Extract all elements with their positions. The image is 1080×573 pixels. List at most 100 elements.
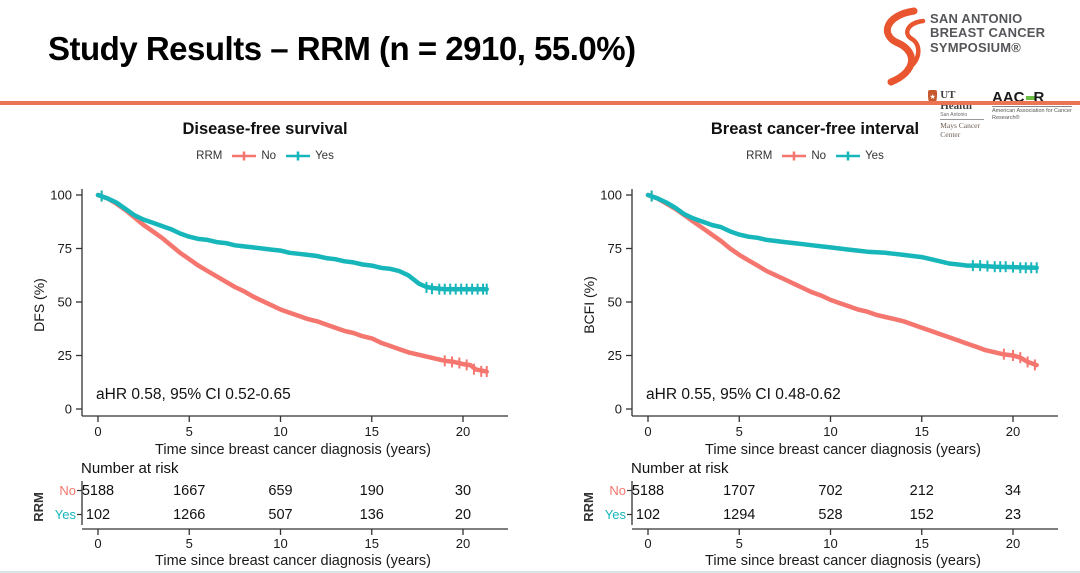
svg-text:50: 50 [608, 295, 622, 310]
org-line1: SAN ANTONIO [930, 11, 1023, 26]
slide-footer-line [0, 571, 1080, 573]
svg-text:5: 5 [736, 536, 743, 551]
ut-health-sub: San Antonio [940, 112, 984, 120]
svg-text:0: 0 [94, 424, 101, 439]
svg-text:0: 0 [94, 536, 101, 551]
bcfi-panel: Breast cancer-free interval RRM No Yes 0… [580, 118, 1080, 573]
svg-text:15: 15 [915, 536, 929, 551]
svg-text:DFS (%): DFS (%) [31, 278, 47, 332]
chart-title-dfs: Disease-free survival [182, 120, 348, 138]
svg-text:Yes: Yes [605, 507, 627, 522]
aacr-dash-icon [1025, 95, 1035, 100]
legend-label-no: No [811, 150, 827, 162]
svg-text:aHR 0.58, 95% CI 0.52-0.65: aHR 0.58, 95% CI 0.52-0.65 [96, 386, 291, 403]
svg-text:30: 30 [455, 483, 471, 499]
mays-cancer-center: Mays Cancer Center [940, 121, 981, 139]
svg-text:RRM: RRM [31, 492, 46, 522]
svg-text:10: 10 [273, 536, 287, 551]
svg-text:15: 15 [365, 536, 379, 551]
dfs-panel: Disease-free survival RRM No Yes 0 25 50 75… [30, 118, 540, 573]
svg-text:50: 50 [58, 295, 72, 310]
chart-title-bcfi: Breast cancer-free interval [710, 120, 920, 138]
svg-text:212: 212 [910, 483, 934, 499]
svg-text:702: 702 [818, 483, 842, 499]
svg-text:Number at risk: Number at risk [631, 460, 729, 477]
svg-text:RRM: RRM [581, 492, 596, 522]
legend-item-no: No [781, 150, 826, 162]
svg-text:0: 0 [644, 424, 651, 439]
svg-text:20: 20 [1006, 424, 1020, 439]
svg-text:15: 15 [365, 424, 379, 439]
aacr-subtitle: American Association for Cancer Research… [992, 108, 1072, 121]
svg-text:5188: 5188 [82, 483, 114, 499]
legend-label-no: No [261, 150, 277, 162]
svg-text:Time since breast cancer diagn: Time since breast cancer diagnosis (year… [155, 553, 431, 569]
line-marker-icon [836, 151, 861, 161]
svg-text:20: 20 [456, 536, 470, 551]
svg-text:5: 5 [736, 424, 743, 439]
svg-text:Yes: Yes [55, 507, 77, 522]
svg-text:5: 5 [186, 424, 193, 439]
title-divider [0, 101, 1080, 105]
ribbon-icon [883, 7, 926, 86]
svg-text:1667: 1667 [173, 483, 205, 499]
ut-health-logo: ★ UT Health San Antonio Mays Cancer Cent… [928, 90, 984, 139]
svg-text:528: 528 [818, 507, 842, 523]
legend-label-yes: Yes [315, 150, 334, 162]
svg-text:No: No [609, 483, 626, 498]
svg-text:0: 0 [65, 402, 72, 417]
svg-text:75: 75 [58, 241, 72, 256]
line-marker-icon [782, 151, 807, 161]
svg-text:20: 20 [1006, 536, 1020, 551]
svg-text:10: 10 [273, 424, 287, 439]
svg-text:20: 20 [455, 507, 471, 523]
svg-text:25: 25 [58, 348, 72, 363]
ut-health-name: UT Health [940, 89, 973, 112]
svg-text:BCFI (%): BCFI (%) [581, 276, 597, 334]
svg-text:659: 659 [268, 483, 292, 499]
svg-text:No: No [59, 483, 76, 498]
aacr-logo: AAC R American Association for Cancer Res… [992, 90, 1072, 121]
svg-text:5188: 5188 [632, 483, 664, 499]
legend-bcfi: RRM No Yes [580, 150, 1050, 162]
page-title: Study Results – RRM (n = 2910, 55.0%) [48, 30, 636, 67]
svg-text:25: 25 [608, 348, 622, 363]
svg-text:100: 100 [50, 188, 72, 203]
svg-text:aHR 0.55, 95% CI 0.48-0.62: aHR 0.55, 95% CI 0.48-0.62 [646, 386, 841, 403]
svg-text:1266: 1266 [173, 507, 205, 523]
svg-text:136: 136 [360, 507, 384, 523]
svg-text:23: 23 [1005, 507, 1021, 523]
legend-title: RRM [196, 150, 223, 162]
svg-text:0: 0 [644, 536, 651, 551]
legend-item-no: No [231, 150, 276, 162]
svg-text:Time since breast cancer diagn: Time since breast cancer diagnosis (year… [705, 553, 981, 569]
legend-item-yes: Yes [285, 150, 334, 162]
svg-text:102: 102 [636, 507, 660, 523]
legend-item-yes: Yes [835, 150, 884, 162]
svg-text:Time since breast cancer diagn: Time since breast cancer diagnosis (year… [705, 442, 981, 458]
symposium-name: SAN ANTONIO BREAST CANCER SYMPOSIUM® [930, 11, 1046, 55]
svg-text:1707: 1707 [723, 483, 755, 499]
svg-text:20: 20 [456, 424, 470, 439]
org-line3: SYMPOSIUM® [930, 39, 1022, 55]
svg-text:507: 507 [268, 507, 292, 523]
svg-text:75: 75 [608, 241, 622, 256]
line-marker-icon [232, 151, 257, 161]
org-line2: BREAST CANCER [930, 25, 1046, 41]
legend-title: RRM [746, 150, 773, 162]
legend-dfs: RRM No Yes [30, 150, 500, 162]
legend-label-yes: Yes [865, 150, 884, 162]
svg-text:34: 34 [1005, 483, 1021, 499]
svg-text:Time since breast cancer diagn: Time since breast cancer diagnosis (year… [155, 442, 431, 458]
svg-text:152: 152 [910, 507, 934, 523]
shield-icon: ★ [928, 90, 938, 105]
svg-text:Number at risk: Number at risk [81, 460, 179, 477]
sabcs-logo: SAN ANTONIO BREAST CANCER SYMPOSIUM® ★ U… [872, 6, 1072, 139]
svg-text:0: 0 [615, 402, 622, 417]
svg-text:1294: 1294 [723, 507, 755, 523]
svg-text:10: 10 [823, 424, 837, 439]
svg-text:102: 102 [86, 507, 110, 523]
svg-text:190: 190 [360, 483, 384, 499]
